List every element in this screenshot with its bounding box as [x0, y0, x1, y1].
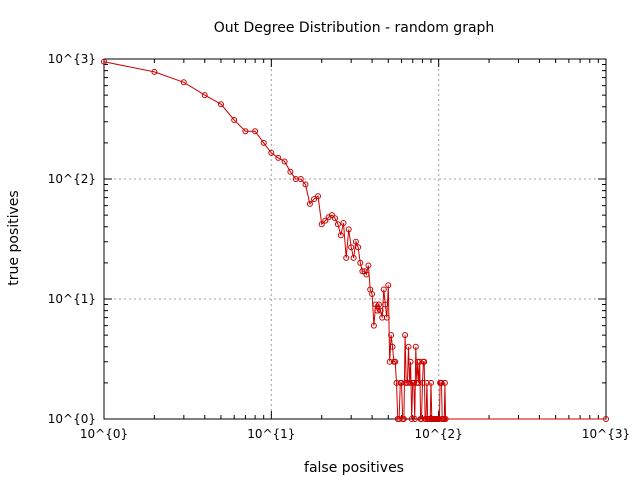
data-point [380, 286, 387, 293]
data-point [260, 139, 267, 146]
data-point [363, 271, 370, 278]
data-point [355, 244, 362, 251]
data-point [350, 254, 357, 261]
data-point [370, 322, 377, 329]
data-point [357, 259, 364, 266]
data-point [337, 232, 344, 239]
data-point [415, 379, 422, 386]
data-point [389, 343, 396, 350]
data-point [374, 307, 381, 314]
data-point [413, 379, 420, 386]
x-tick-label: 10^{2} [415, 427, 463, 441]
data-point [419, 379, 426, 386]
data-point [231, 117, 238, 123]
data-point [334, 221, 341, 228]
data-point [345, 226, 352, 233]
data-point [352, 238, 359, 245]
data-point [407, 358, 414, 365]
data-point [302, 181, 309, 188]
data-point [406, 379, 413, 386]
data-point [376, 301, 382, 308]
data-point [372, 301, 379, 308]
data-point [275, 154, 282, 161]
data-point [442, 416, 449, 422]
data-point [423, 379, 430, 386]
data-point [101, 58, 107, 65]
data-point [180, 79, 187, 86]
data-point [423, 416, 429, 422]
data-point [322, 217, 329, 224]
x-axis-ticks: 10^{0} 10^{1} 10^{2} 10^{3} [80, 59, 630, 441]
x-tick-label: 10^{3} [582, 427, 630, 441]
data-point [603, 416, 609, 422]
data-point [252, 128, 259, 135]
y-axis-label: true positives [6, 190, 22, 285]
data-point [218, 101, 224, 108]
data-point [428, 379, 434, 386]
data-series [101, 58, 609, 422]
data-point [385, 282, 392, 289]
data-point [369, 291, 376, 297]
data-point [328, 212, 335, 219]
data-point [408, 416, 415, 422]
data-point [281, 158, 288, 165]
chart-title: Out Degree Distribution - random graph [214, 20, 495, 36]
data-point [382, 301, 389, 308]
data-point [306, 200, 313, 207]
data-point [388, 332, 395, 339]
data-point [359, 268, 366, 275]
data-point [365, 262, 372, 269]
data-point [438, 379, 445, 386]
data-point [348, 244, 355, 251]
data-point [315, 193, 321, 200]
x-tick-label: 10^{0} [80, 427, 128, 441]
data-point [411, 416, 418, 422]
y-tick-label: 10^{1} [48, 292, 96, 306]
y-axis-ticks: 10^{0} 10^{1} 10^{2} 10^{3} [48, 52, 606, 426]
data-point [332, 215, 338, 222]
data-point [318, 221, 325, 228]
y-tick-label: 10^{2} [48, 172, 96, 186]
data-point [392, 358, 399, 365]
x-axis-label: false positives [304, 460, 404, 476]
data-point [242, 128, 249, 135]
data-point [441, 379, 448, 386]
y-tick-label: 10^{0} [48, 412, 96, 426]
x-tick-label: 10^{1} [247, 427, 295, 441]
data-point [400, 416, 407, 422]
data-point [151, 68, 158, 75]
data-point [383, 314, 390, 321]
data-point [268, 149, 275, 156]
grid-lines [104, 59, 606, 419]
data-point [414, 358, 421, 365]
data-point [412, 343, 419, 350]
plot-frame [103, 58, 607, 420]
plot-border [103, 58, 607, 420]
data-point [311, 196, 317, 203]
data-point [402, 332, 409, 339]
data-point [340, 220, 347, 226]
data-point [287, 168, 294, 175]
data-point [343, 254, 350, 261]
data-point [405, 343, 412, 350]
data-point [297, 176, 304, 182]
data-point [201, 92, 208, 99]
data-point [421, 358, 428, 365]
y-tick-label: 10^{3} [48, 52, 96, 66]
data-point [377, 307, 384, 314]
